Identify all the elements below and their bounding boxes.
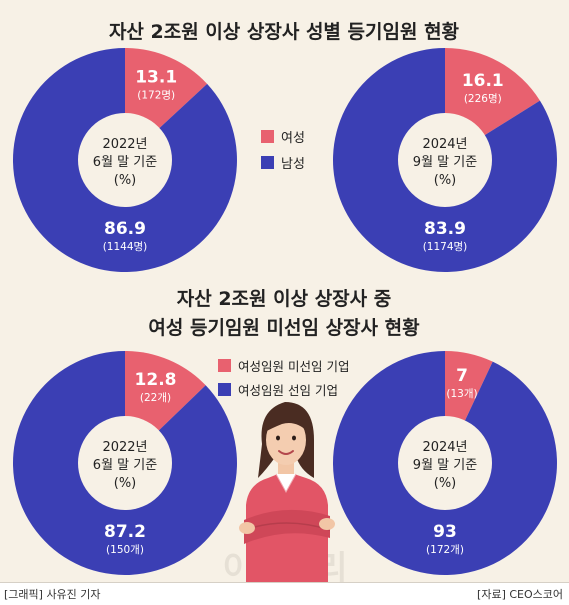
donut-3-count-label-1: (22개)	[140, 392, 171, 404]
donut-1-hole	[78, 113, 172, 207]
donut-2-center-text-1: 2024년	[422, 137, 467, 152]
legend-label-male: 남성	[281, 157, 305, 172]
donut-2-center-text-2: 9월 말 기준	[413, 155, 477, 170]
footer: [그래픽] 사유진 기자 [자료] CEO스코어	[0, 582, 569, 605]
legend-swatch-no-female-exec	[218, 359, 231, 372]
donut-1-value-label-2: 86.9	[104, 219, 146, 239]
donut-4-value-label-1: 7	[456, 366, 468, 386]
donut-4-count-label-1: (13개)	[446, 388, 477, 400]
title-2-line-1: 자산 2조원 이상 상장사 중	[177, 288, 391, 310]
donut-2-value-label-1: 16.1	[462, 71, 504, 91]
legend-swatch-male	[261, 156, 274, 169]
donut-4-center-text-3: (%)	[434, 476, 457, 491]
donut-1-count-label-2: (1144명)	[103, 241, 148, 253]
donut-2-hole	[398, 113, 492, 207]
legend-label-no-female-exec: 여성임원 미선임 기업	[238, 359, 349, 374]
legend-2: 여성임원 미선임 기업 여성임원 선임 기업	[218, 359, 349, 398]
donut-1-center-text-1: 2022년	[102, 137, 147, 152]
donut-4-center-text-2: 9월 말 기준	[413, 458, 477, 473]
donut-chart-2: 16.1 (226명) 83.9 (1174명) 2024년 9월 말 기준 (%)	[333, 48, 558, 272]
donut-3-center-text-1: 2022년	[102, 440, 147, 455]
title-2-line-2: 여성 등기임원 미선임 상장사 현황	[148, 316, 420, 339]
footer-source: [자료] CEO스코어	[477, 588, 563, 601]
donut-1-count-label-1: (172명)	[137, 90, 175, 102]
donut-4-hole	[398, 416, 492, 510]
donut-4-value-label-2: 93	[433, 522, 457, 542]
donut-chart-4: 7 (13개) 93 (172개) 2024년 9월 말 기준 (%)	[333, 351, 558, 575]
footer-credit: [그래픽] 사유진 기자	[4, 588, 101, 601]
legend-label-female-exec: 여성임원 선임 기업	[238, 383, 338, 398]
legend-swatch-female-exec	[218, 383, 231, 396]
donut-4-center-text-1: 2024년	[422, 440, 467, 455]
donut-1-center-text-3: (%)	[114, 173, 137, 188]
donut-3-hole	[78, 416, 172, 510]
donut-3-value-label-2: 87.2	[104, 522, 146, 542]
donut-2-count-label-1: (226명)	[464, 93, 502, 105]
donut-3-center-text-2: 6월 말 기준	[93, 458, 157, 473]
donut-3-value-label-1: 12.8	[135, 370, 177, 390]
donut-1-value-label-1: 13.1	[135, 68, 177, 88]
donut-chart-1: 13.1 (172명) 86.9 (1144명) 2022년 6월 말 기준 (%)	[12, 48, 237, 272]
legend-swatch-female	[261, 130, 274, 143]
donut-2-value-label-2: 83.9	[424, 219, 466, 239]
donut-1-center-text-2: 6월 말 기준	[93, 155, 157, 170]
donut-chart-3: 12.8 (22개) 87.2 (150개) 2022년 6월 말 기준 (%)	[12, 350, 237, 575]
donut-3-count-label-2: (150개)	[106, 544, 144, 556]
person-illustration	[239, 402, 335, 582]
title-1: 자산 2조원 이상 상장사 성별 등기임원 현황	[109, 20, 460, 43]
chart-canvas: 자산 2조원 이상 상장사 성별 등기임원 현황 자산 2조원 이상 상장사 중…	[12, 20, 558, 582]
donut-2-center-text-3: (%)	[434, 173, 457, 188]
legend-1: 여성 남성	[261, 130, 305, 172]
legend-label-female: 여성	[281, 131, 305, 146]
donut-2-count-label-2: (1174명)	[423, 241, 468, 253]
donut-3-center-text-3: (%)	[114, 476, 137, 491]
donut-4-count-label-2: (172개)	[426, 544, 464, 556]
